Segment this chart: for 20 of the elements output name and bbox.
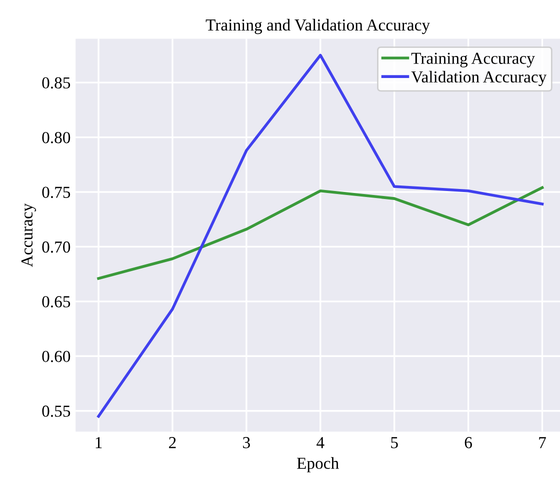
y-tick-label: 0.85 [42,77,70,89]
x-tick-label: 3 [243,437,250,448]
x-tick-label: 1 [96,437,102,448]
x-axis-title: Epoch [296,457,339,472]
y-tick-label: 0.75 [42,186,70,198]
chart-title: Training and Validation Accuracy [206,18,430,34]
legend-label: Validation Accuracy [411,70,547,86]
x-tick-label: 5 [391,437,398,448]
x-tick-label: 7 [539,437,546,448]
y-tick-label: 0.65 [42,296,70,308]
y-tick-label: 0.70 [42,241,70,253]
y-axis-title: Accuracy [21,203,36,267]
line-series [97,186,544,280]
x-tick-label: 4 [316,437,324,448]
y-tick-label: 0.60 [42,350,70,362]
legend-label: Training Accuracy [411,52,535,68]
x-tick-label: 6 [464,437,472,448]
y-tick-label: 0.80 [42,132,70,144]
y-tick-label: 0.55 [42,406,70,417]
x-tick-label: 2 [169,437,176,448]
